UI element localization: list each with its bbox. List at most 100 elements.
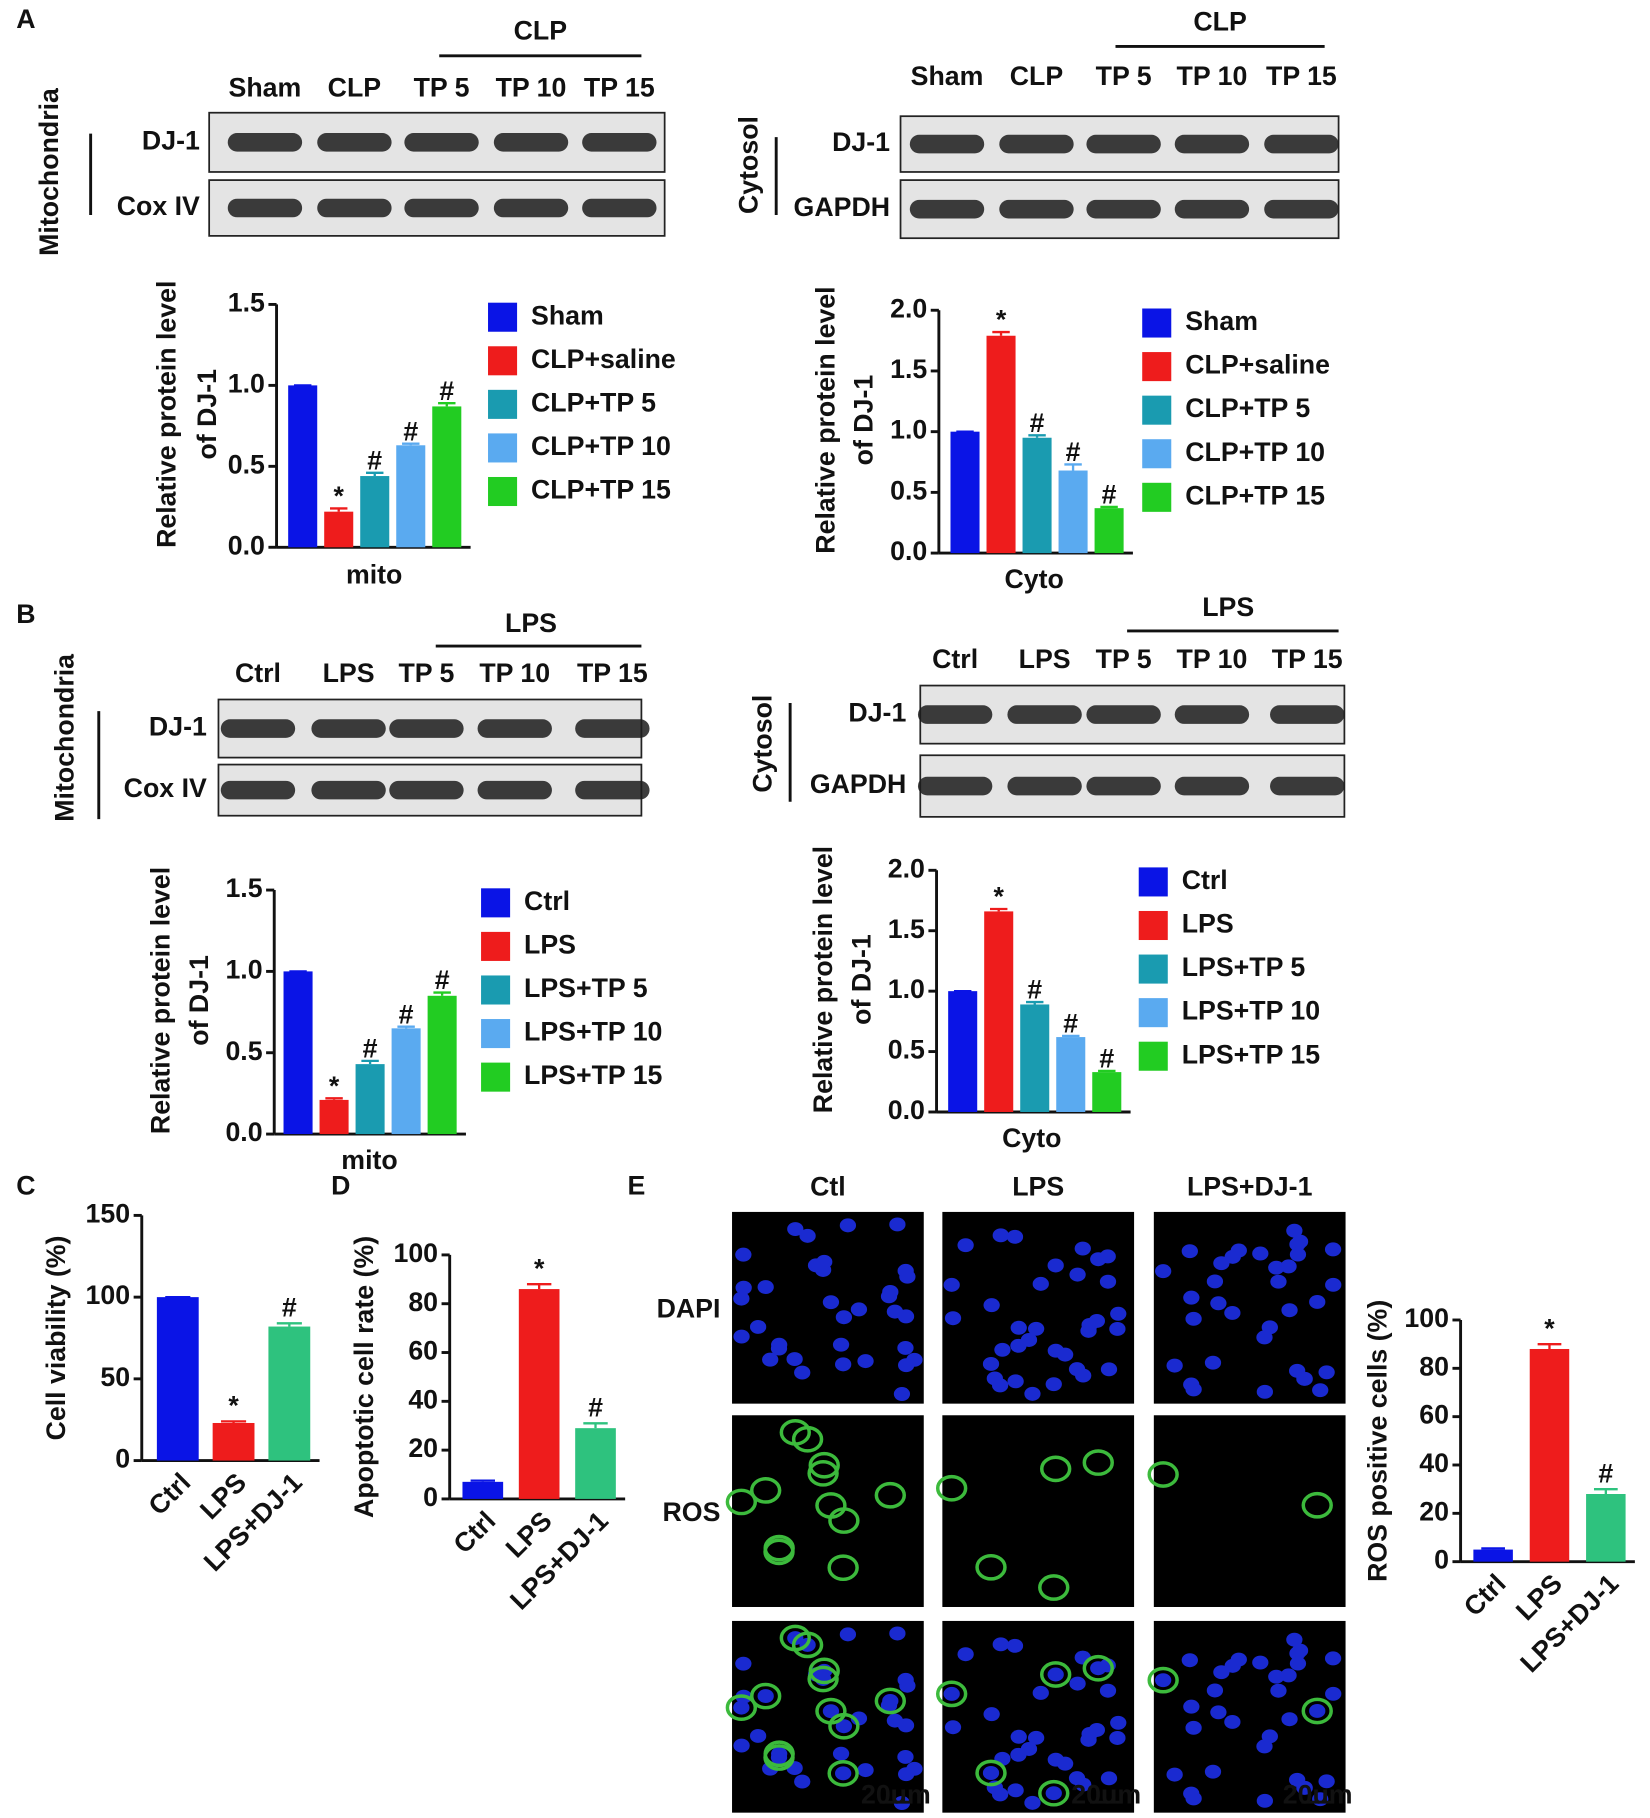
nucleus	[1309, 1703, 1326, 1718]
error-bar	[438, 402, 456, 407]
legend-label: LPS+TP 5	[1182, 952, 1306, 982]
panel-letter: E	[627, 1171, 645, 1201]
scale-bar-label: 20um	[1071, 1779, 1141, 1809]
lane-label: TP 5	[398, 658, 454, 688]
significance-mark: #	[1598, 1458, 1613, 1488]
y-tick-label: 1.0	[225, 954, 262, 984]
y-tick-label: 40	[408, 1384, 438, 1414]
error-bar	[1028, 434, 1046, 438]
nucleus	[897, 1672, 914, 1687]
nucleus	[897, 1309, 915, 1324]
nucleus	[799, 1228, 816, 1243]
nucleus	[1261, 1729, 1278, 1744]
image-column-label: LPS	[1012, 1172, 1064, 1202]
y-tick-label: 1.5	[228, 287, 265, 317]
blot-band	[917, 705, 993, 724]
bar	[396, 445, 426, 548]
bar	[432, 406, 462, 548]
nucleus	[832, 1746, 850, 1761]
nucleus	[1325, 1277, 1342, 1292]
nucleus	[1155, 1673, 1172, 1688]
legend-swatch	[481, 888, 511, 918]
blot-band	[582, 198, 657, 218]
nucleus	[1224, 1305, 1241, 1320]
nucleus	[757, 1280, 774, 1295]
lane-label: Ctrl	[932, 644, 978, 674]
nucleus	[735, 1280, 752, 1295]
significance-mark: #	[1099, 1044, 1114, 1074]
nucleus	[1280, 1668, 1297, 1683]
nucleus	[835, 1719, 853, 1734]
row-label: DJ-1	[149, 712, 207, 742]
legend-swatch	[1142, 352, 1172, 382]
blot-band	[227, 198, 303, 218]
nucleus	[1028, 1730, 1045, 1745]
bar	[1473, 1549, 1513, 1562]
bar	[391, 1028, 421, 1135]
nucleus	[839, 1218, 857, 1233]
nucleus	[1007, 1783, 1024, 1798]
bar	[324, 511, 354, 548]
ros-cell	[791, 1425, 824, 1453]
y-axis-label: of DJ-1	[184, 955, 214, 1046]
nucleus	[1010, 1320, 1027, 1335]
nucleus	[850, 1302, 868, 1317]
y-tick-label: 0.0	[228, 530, 265, 560]
ros-cell	[749, 1682, 782, 1710]
nucleus	[832, 1337, 850, 1352]
nucleus	[1261, 1320, 1278, 1335]
significance-mark: *	[994, 882, 1005, 912]
bar	[986, 335, 1016, 554]
legend-swatch	[488, 302, 518, 332]
y-tick-label: 80	[1419, 1351, 1449, 1381]
blot-title: LPS	[1202, 592, 1254, 622]
nucleus	[1206, 1683, 1224, 1698]
x-axis-label: Cyto	[1004, 564, 1063, 594]
significance-mark: *	[228, 1390, 239, 1420]
error-bar	[1593, 1488, 1618, 1494]
ros-cell	[1038, 1574, 1070, 1601]
nucleus	[1286, 1632, 1303, 1647]
nucleus	[1268, 1669, 1285, 1684]
compartment-label: Mitochondria	[34, 87, 64, 256]
error-bar	[221, 1420, 247, 1423]
y-tick-label: 20	[1419, 1496, 1449, 1526]
blot-band	[1086, 776, 1161, 796]
ros-cell	[1147, 1666, 1179, 1694]
nucleus	[1291, 1643, 1309, 1658]
nucleus	[762, 1352, 779, 1367]
y-tick-label: 1.5	[888, 914, 925, 944]
lane-label: TP 10	[1177, 644, 1248, 674]
ros-cell	[1040, 1455, 1072, 1483]
nucleus	[1256, 1384, 1273, 1399]
nucleus	[822, 1704, 840, 1719]
ros-cell	[1038, 1779, 1070, 1807]
nucleus	[897, 1749, 914, 1764]
significance-mark: #	[588, 1392, 603, 1422]
nucleus	[1075, 1368, 1092, 1383]
nucleus	[1100, 1362, 1118, 1377]
y-tick-label: 1.0	[890, 415, 927, 445]
lane-label: CLP	[1010, 61, 1063, 91]
legend-label: LPS+TP 5	[524, 973, 648, 1003]
error-bar	[992, 330, 1010, 336]
ros-cell	[975, 1553, 1007, 1581]
legend-label: CLP+saline	[531, 344, 676, 374]
blot-band	[311, 780, 386, 800]
nucleus	[1309, 1294, 1326, 1309]
y-tick-label: 0.5	[228, 449, 265, 479]
nucleus	[794, 1365, 811, 1380]
nucleus	[835, 1357, 852, 1372]
nucleus	[1281, 1303, 1298, 1318]
ros-cell	[1040, 1661, 1072, 1688]
nucleus	[991, 1378, 1009, 1393]
nucleus	[1312, 1383, 1329, 1398]
nucleus	[1110, 1306, 1127, 1321]
ros-cell	[808, 1657, 840, 1685]
nucleus	[1024, 1386, 1041, 1401]
nucleus	[943, 1686, 960, 1701]
significance-mark: #	[399, 999, 414, 1029]
blot-band	[1174, 776, 1250, 796]
panel-letter: D	[331, 1171, 350, 1201]
error-bar	[583, 1422, 608, 1429]
